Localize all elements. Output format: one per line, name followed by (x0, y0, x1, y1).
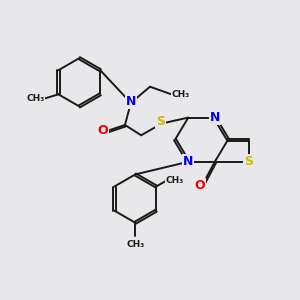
Text: N: N (183, 155, 194, 168)
Text: O: O (195, 179, 206, 192)
Text: S: S (244, 155, 253, 168)
Text: CH₃: CH₃ (26, 94, 45, 103)
Text: CH₃: CH₃ (172, 90, 190, 99)
Text: N: N (210, 111, 220, 124)
Text: N: N (126, 95, 136, 108)
Text: O: O (98, 124, 108, 137)
Text: CH₃: CH₃ (126, 240, 144, 249)
Text: S: S (156, 115, 165, 128)
Text: CH₃: CH₃ (166, 176, 184, 185)
